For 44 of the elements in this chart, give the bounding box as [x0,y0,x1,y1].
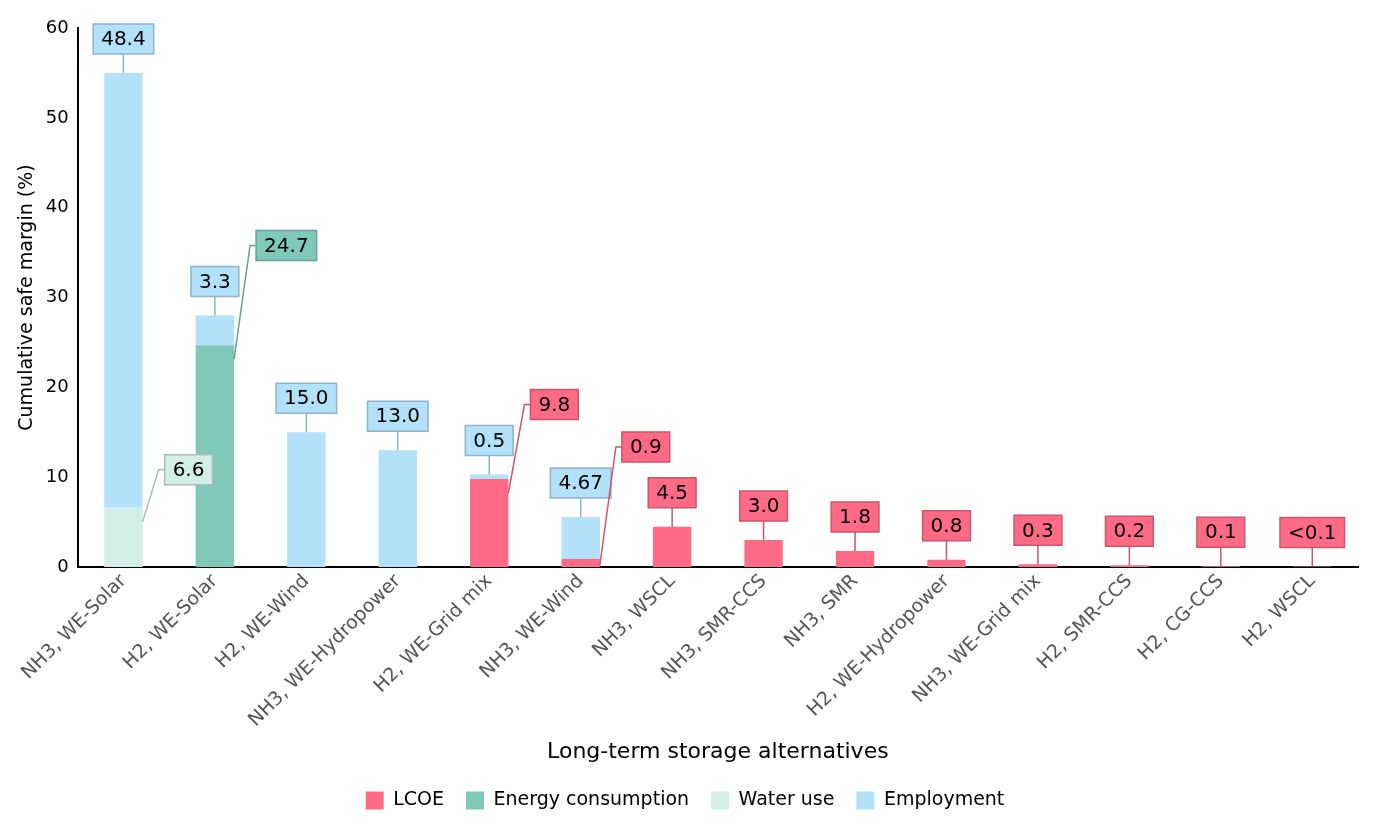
legend-label: Energy consumption [493,787,690,810]
data-label: 1.8 [839,504,871,529]
bar [470,479,509,568]
bar [561,517,600,559]
y-tick-label: 0 [57,554,69,576]
data-label: 0.2 [1113,518,1146,543]
data-label: 0.3 [1022,517,1054,542]
legend-label: Water use [738,787,835,810]
y-tick-label: 50 [45,105,69,127]
bar [927,559,966,568]
bar [378,450,417,568]
data-label: 3.3 [198,268,231,293]
bar [1018,564,1058,568]
bar [287,432,326,568]
data-label: 4.67 [558,470,603,495]
data-label: 0.9 [629,434,662,459]
data-label: 3.0 [747,493,780,518]
data-label: 48.4 [101,26,146,51]
data-label: 0.8 [930,513,963,538]
bar [195,315,235,346]
data-label: 9.8 [538,391,571,416]
bar [652,526,692,568]
x-axis-title: Long-term storage alternatives [547,737,889,763]
bar [744,540,783,568]
y-tick-label: 60 [45,15,69,37]
data-label: 4.5 [656,479,689,504]
bar [561,558,600,568]
data-label: 0.1 [1204,519,1237,544]
bar [835,550,875,568]
y-tick-label: 40 [45,195,69,217]
data-label: 6.6 [172,456,205,481]
legend-label: Employment [883,787,1005,810]
data-label: 24.7 [264,232,309,257]
y-tick-label: 10 [45,464,69,486]
data-label: 0.5 [473,427,506,452]
y-axis-title: Cumulative safe margin (%) [14,164,37,431]
bar [104,72,143,508]
data-label: <0.1 [1287,519,1337,544]
bar [104,507,143,568]
y-tick-label: 30 [45,285,69,307]
y-tick-label: 20 [45,375,69,397]
data-label: 13.0 [375,403,421,428]
legend-label: LCOE [393,787,444,810]
data-label: 15.0 [284,385,329,410]
